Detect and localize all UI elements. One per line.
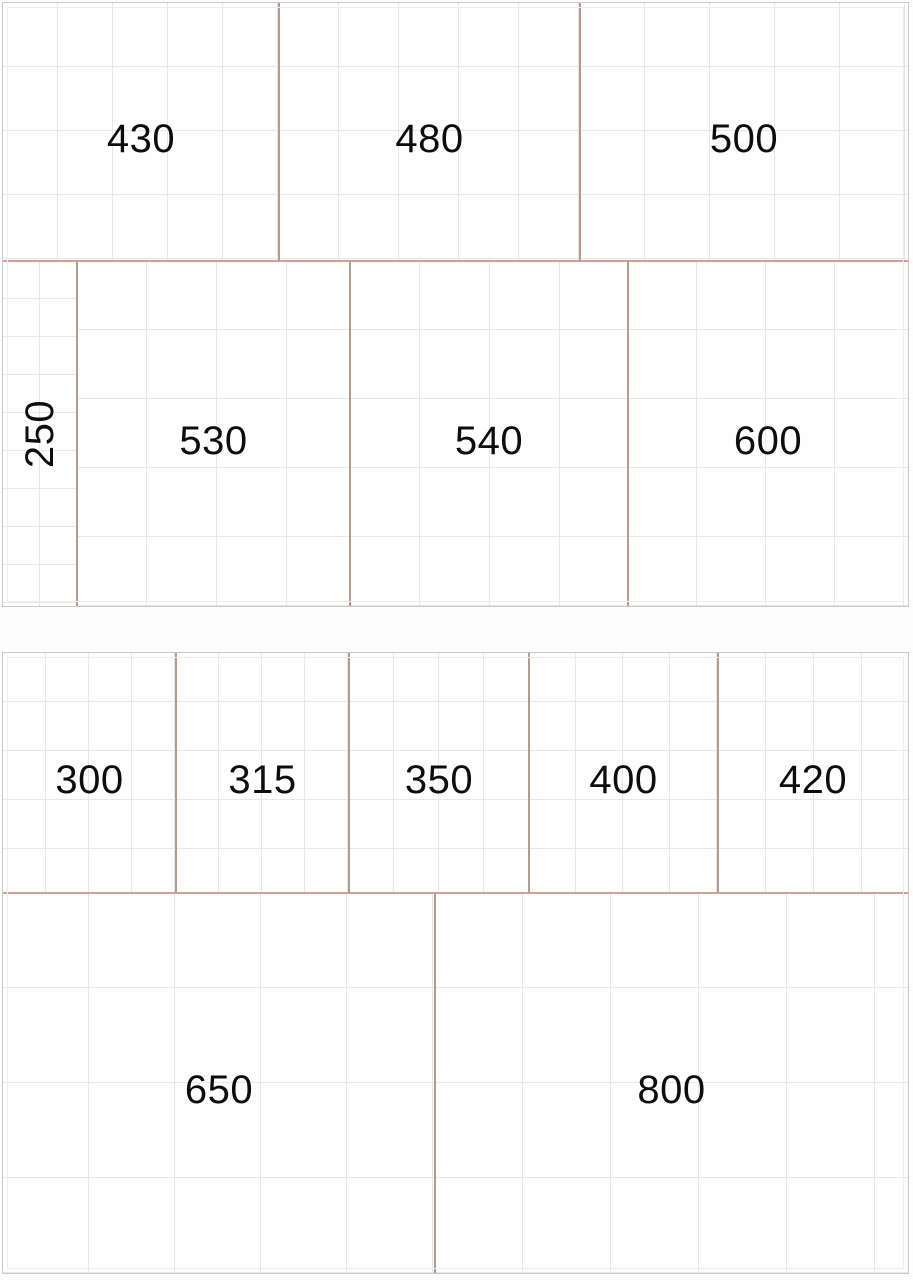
- piece-500: 500: [580, 3, 908, 261]
- piece-400: 400: [529, 653, 718, 893]
- piece-label: 250: [18, 399, 62, 468]
- piece-800: 800: [435, 893, 908, 1273]
- piece-label: 540: [454, 418, 524, 463]
- piece-530: 530: [77, 261, 350, 606]
- piece-350: 350: [349, 653, 529, 893]
- piece-label: 650: [184, 1068, 254, 1112]
- piece-650: 650: [3, 893, 435, 1273]
- piece-label: 315: [228, 758, 297, 802]
- piece-label: 530: [179, 418, 248, 463]
- sheet-1: 430 480 500 250 530 540 600: [2, 2, 909, 607]
- piece-label: 300: [55, 758, 124, 802]
- piece-315: 315: [176, 653, 349, 893]
- piece-label: 800: [637, 1068, 706, 1112]
- piece-480: 480: [279, 3, 580, 261]
- piece-540: 540: [350, 261, 628, 606]
- piece-label: 350: [404, 758, 474, 802]
- piece-600: 600: [628, 261, 908, 606]
- piece-label: 400: [589, 758, 658, 802]
- piece-430: 430: [3, 3, 279, 261]
- piece-250: 250: [3, 261, 77, 606]
- piece-label: 420: [778, 758, 848, 802]
- sheet-2: 300 315 350 400 420 650 800: [2, 652, 909, 1274]
- piece-label: 600: [733, 418, 803, 463]
- piece-label: 430: [106, 117, 176, 161]
- piece-420: 420: [718, 653, 908, 893]
- piece-label: 500: [709, 117, 779, 161]
- piece-label: 480: [395, 117, 464, 161]
- piece-300: 300: [3, 653, 176, 893]
